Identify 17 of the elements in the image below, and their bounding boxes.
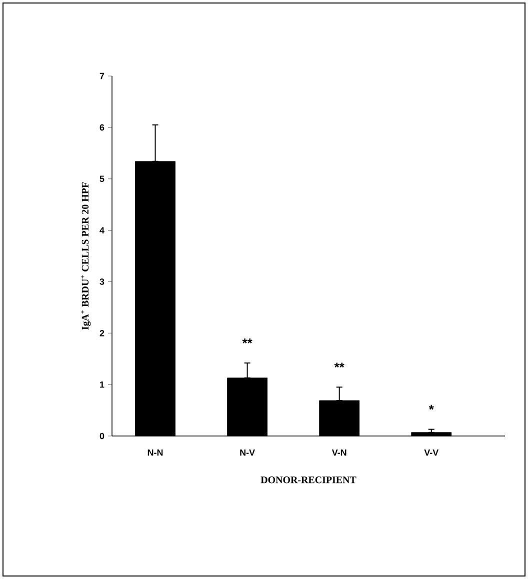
y-tick-label: 2 (100, 330, 104, 336)
y-axis-title: IgA$^{+}$ BRDU$^{+}$ CELLS PER 20 HPF (80, 182, 91, 330)
y-tick-label: 4 (100, 227, 104, 234)
y-tick-label: 7 (100, 72, 104, 80)
x-tick-label: N-N (148, 450, 163, 456)
y-tick-label: 3 (100, 278, 104, 285)
y-tick-label: 6 (100, 124, 104, 131)
annotation: ** (242, 338, 252, 344)
y-tick-label: 0 (100, 432, 104, 440)
x-tick-label: N-V (240, 450, 255, 456)
y-tick-label: 1 (100, 381, 104, 388)
x-tick-label: V-V (424, 450, 439, 456)
x-axis-title: DONOR-RECIPIENT (260, 476, 356, 484)
annotation: ** (334, 362, 344, 368)
y-tick-label: 5 (100, 176, 104, 182)
x-tick-label: V-N (332, 450, 346, 456)
annotation: * (428, 404, 434, 410)
